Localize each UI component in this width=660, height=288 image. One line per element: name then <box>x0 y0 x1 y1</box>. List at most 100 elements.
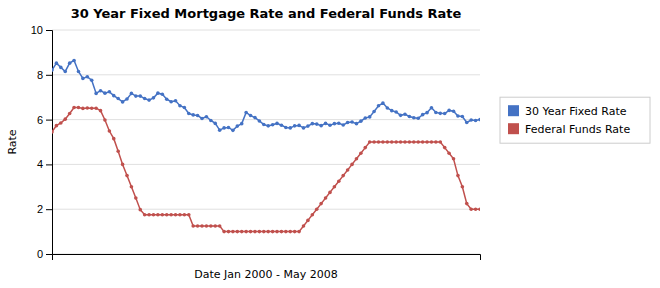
point <box>403 140 407 144</box>
point <box>55 61 59 65</box>
point <box>337 179 341 183</box>
point <box>112 137 116 141</box>
point <box>191 224 195 228</box>
point <box>430 106 434 110</box>
point <box>355 122 359 126</box>
legend: 30 Year Fixed RateFederal Funds Rate <box>500 97 650 143</box>
legend-swatch <box>508 105 519 116</box>
point <box>306 124 310 128</box>
point <box>121 163 125 167</box>
point <box>434 111 438 115</box>
point <box>430 140 434 144</box>
point <box>240 230 244 234</box>
point <box>337 121 341 125</box>
point <box>161 92 165 96</box>
data <box>52 59 480 234</box>
point <box>134 196 138 200</box>
point <box>72 106 76 110</box>
point <box>394 110 398 114</box>
point <box>280 230 284 234</box>
point <box>381 101 385 105</box>
point <box>244 230 248 234</box>
point <box>68 61 72 65</box>
point <box>363 146 367 150</box>
point <box>359 119 363 123</box>
grid <box>52 30 480 254</box>
point <box>461 185 465 189</box>
point <box>465 121 469 125</box>
point <box>169 100 173 104</box>
point <box>165 97 169 101</box>
point <box>416 140 420 144</box>
point <box>297 124 301 128</box>
point <box>81 77 85 81</box>
point <box>288 126 292 130</box>
grid-line <box>52 30 480 31</box>
point <box>138 208 142 212</box>
point <box>134 94 138 98</box>
point <box>293 230 297 234</box>
point <box>469 207 473 211</box>
point <box>165 213 169 217</box>
point <box>408 115 412 119</box>
point <box>447 151 451 155</box>
point <box>478 207 480 211</box>
point <box>85 75 89 79</box>
point <box>205 224 209 228</box>
point <box>363 116 367 120</box>
point <box>386 106 390 110</box>
point <box>311 213 315 217</box>
point <box>213 122 217 126</box>
x-axis-title: Date Jan 2000 - May 2008 <box>194 268 337 281</box>
point <box>240 122 244 126</box>
point <box>90 78 94 82</box>
plot: 0246810 <box>31 24 482 260</box>
point <box>390 109 394 113</box>
point <box>399 140 403 144</box>
point <box>147 98 151 102</box>
point <box>416 116 420 120</box>
point <box>443 146 447 150</box>
point <box>209 224 213 228</box>
point <box>315 207 319 211</box>
point <box>178 213 182 217</box>
point <box>236 230 240 234</box>
point <box>355 157 359 161</box>
y-axis-line <box>46 31 53 255</box>
y-tick-mark <box>46 30 52 31</box>
point <box>319 124 323 128</box>
point <box>328 191 332 195</box>
point <box>447 109 451 113</box>
point <box>68 112 72 116</box>
grid-line <box>52 209 480 210</box>
point <box>421 113 425 117</box>
point <box>125 174 129 178</box>
point <box>213 224 217 228</box>
point <box>408 140 412 144</box>
point <box>130 92 134 96</box>
point <box>275 230 279 234</box>
point <box>306 219 310 223</box>
point <box>346 121 350 125</box>
point <box>461 115 465 119</box>
point <box>346 168 350 172</box>
point <box>174 99 178 103</box>
point <box>77 106 81 110</box>
point <box>456 174 460 178</box>
point <box>222 126 226 130</box>
point <box>394 140 398 144</box>
point <box>452 110 456 114</box>
point <box>341 174 345 178</box>
point <box>143 213 147 217</box>
point <box>59 121 63 125</box>
title: 30 Year Fixed Mortgage Rate and Federal … <box>71 6 462 21</box>
point <box>425 140 429 144</box>
point <box>253 230 257 234</box>
point <box>249 230 253 234</box>
point <box>178 104 182 108</box>
point <box>350 163 354 167</box>
y-tick: 10 <box>31 24 52 36</box>
point <box>262 123 266 127</box>
line <box>52 108 480 232</box>
point <box>52 68 54 72</box>
